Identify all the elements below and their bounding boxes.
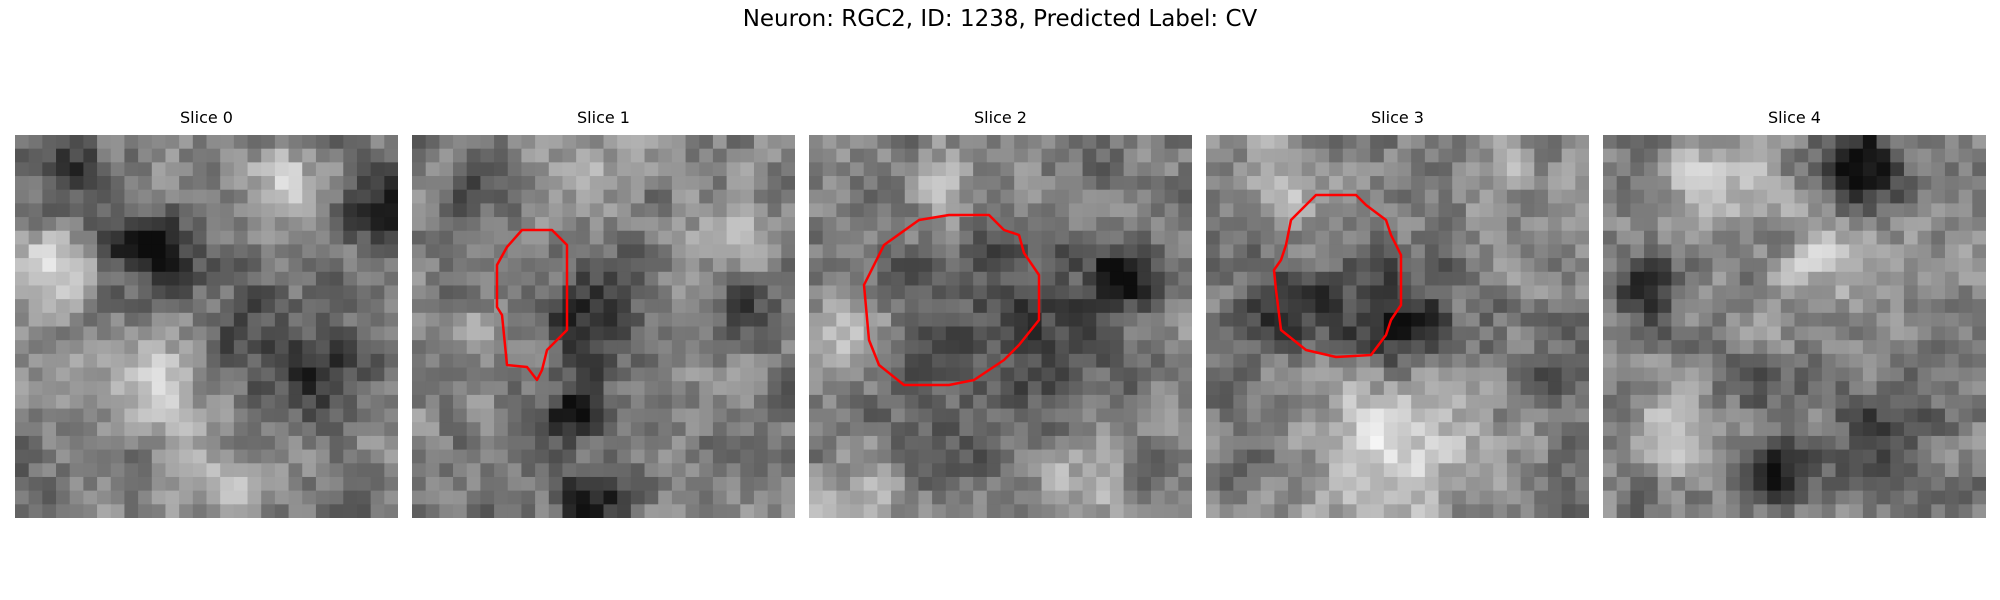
slice-panel-0: Slice 0	[15, 107, 398, 518]
slice-title: Slice 2	[974, 108, 1027, 127]
slice-image-4	[1603, 135, 1986, 518]
slice-title: Slice 0	[180, 108, 233, 127]
slice-title: Slice 1	[577, 108, 630, 127]
slice-image-3	[1206, 135, 1589, 518]
slice-image-0	[15, 135, 398, 518]
slice-image-1	[412, 135, 795, 518]
slice-panel-1: Slice 1	[412, 107, 795, 518]
slice-panel-3: Slice 3	[1206, 107, 1589, 518]
slice-image-2	[809, 135, 1192, 518]
segmentation-contour	[1272, 193, 1403, 359]
segmentation-contour	[862, 213, 1041, 387]
slice-title: Slice 4	[1768, 108, 1821, 127]
slice-panel-2: Slice 2	[809, 107, 1192, 518]
slice-title: Slice 3	[1371, 108, 1424, 127]
segmentation-contour	[495, 228, 569, 382]
slice-panel-4: Slice 4	[1603, 107, 1986, 518]
figure-title: Neuron: RGC2, ID: 1238, Predicted Label:…	[742, 6, 1258, 32]
